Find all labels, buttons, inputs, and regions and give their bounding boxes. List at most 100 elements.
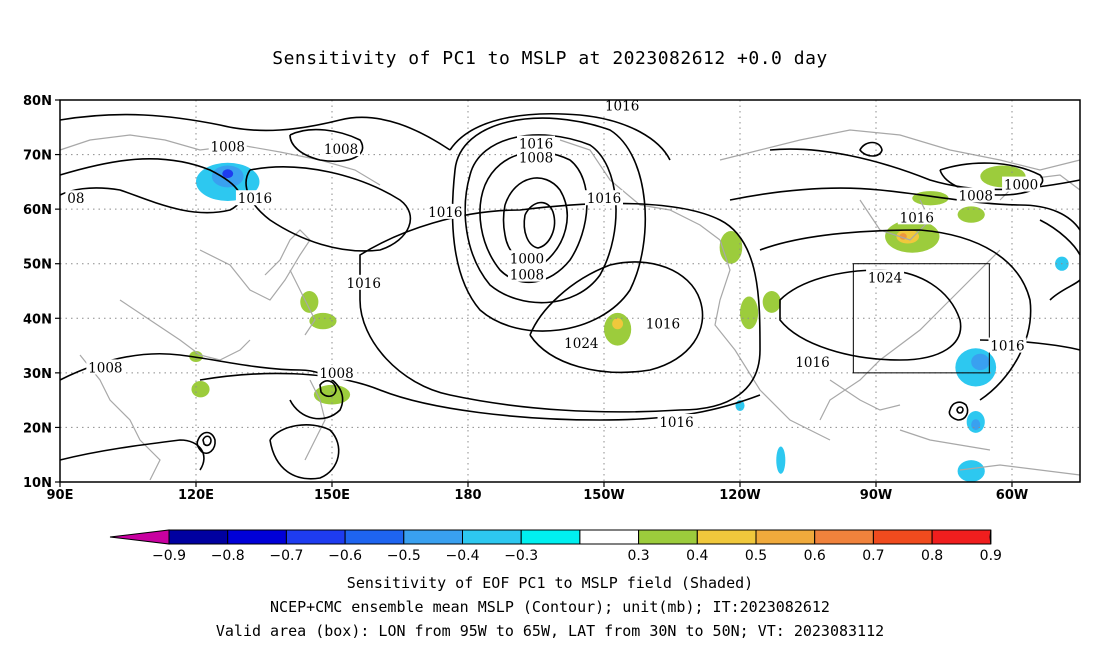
shaded-patch bbox=[896, 229, 920, 244]
shaded-patch bbox=[309, 312, 337, 330]
colorbar-label: 0.7 bbox=[862, 548, 884, 564]
lat-tick-label: 60N bbox=[23, 203, 52, 218]
longitude-ticks: 90E 120E 150E 180 150W 120W 90W 60W bbox=[47, 482, 1028, 503]
lat-tick-label: 40N bbox=[23, 312, 52, 327]
contour-label: 1000 bbox=[1004, 178, 1038, 194]
lon-tick-label: 120E bbox=[178, 488, 214, 503]
contour-label-bg bbox=[344, 274, 383, 290]
shaded-patch bbox=[957, 460, 985, 483]
contour-east-europe bbox=[1039, 219, 1081, 256]
colorbar-label: −0.7 bbox=[269, 548, 303, 564]
coastline-na-west bbox=[714, 239, 831, 441]
contour-baffin bbox=[859, 141, 883, 157]
contour-label-bg bbox=[866, 269, 905, 285]
caption-line-2: NCEP+CMC ensemble mean MSLP (Contour); u… bbox=[270, 598, 830, 616]
contour-1000-low bbox=[502, 177, 568, 265]
contour-label-bg bbox=[507, 250, 546, 266]
colorbar-label: 0.3 bbox=[627, 548, 649, 564]
colorbar-cell bbox=[344, 529, 405, 545]
lon-tick-label: 90W bbox=[860, 488, 892, 503]
contour-label-bg bbox=[65, 190, 87, 206]
colorbar-cell bbox=[638, 529, 698, 545]
contour-label-bg bbox=[603, 97, 642, 113]
contour-label: 1008 bbox=[519, 150, 553, 166]
contour-label: 1000 bbox=[510, 251, 544, 267]
colorbar-cell bbox=[579, 529, 640, 545]
contour-label: 1008 bbox=[211, 139, 245, 155]
lat-tick-label: 70N bbox=[23, 149, 52, 164]
colorbar-cell bbox=[755, 529, 816, 545]
colorbar-cell bbox=[814, 529, 874, 545]
contour-hurricane-eye bbox=[956, 406, 964, 414]
shaded-sensitivity-layer bbox=[189, 162, 1069, 483]
contour-label: 1016 bbox=[519, 137, 553, 153]
contour-label-bg bbox=[643, 315, 682, 331]
colorbar-cell bbox=[403, 529, 463, 545]
contour-label-bg bbox=[517, 149, 555, 165]
colorbar-label: 0.6 bbox=[804, 548, 826, 564]
contour-aleutian-ring-1 bbox=[464, 134, 617, 304]
shaded-patch bbox=[300, 291, 319, 313]
colorbar-label: −0.4 bbox=[446, 548, 480, 564]
contour-label: 1016 bbox=[795, 355, 829, 371]
coastline-philippines bbox=[304, 379, 326, 461]
coastline-asia-east bbox=[199, 229, 311, 301]
contour-1008-okhotsk bbox=[289, 128, 364, 163]
coastline-caribbean bbox=[899, 429, 991, 451]
contour-label-bg bbox=[1002, 176, 1041, 192]
contour-1016-atlantic bbox=[759, 229, 1032, 401]
contour-label: 1016 bbox=[900, 210, 934, 226]
colorbar-cell bbox=[520, 529, 581, 545]
shaded-patch bbox=[776, 446, 786, 474]
lat-tick-label: 80N bbox=[23, 94, 52, 109]
shaded-patch bbox=[612, 318, 624, 330]
coastline-south-america bbox=[959, 464, 1081, 476]
valid-area-box bbox=[852, 263, 990, 374]
colorbar-label: −0.9 bbox=[152, 548, 186, 564]
contour-label-bg bbox=[322, 141, 361, 157]
contour-aleutian-ring-2 bbox=[451, 117, 647, 332]
page-title: Sensitivity of PC1 to MSLP at 2023082612… bbox=[272, 48, 828, 69]
contour-label: 1016 bbox=[659, 415, 693, 431]
contour-label: 08 bbox=[67, 191, 84, 207]
colorbar-cell bbox=[696, 529, 757, 545]
contour-label-bg bbox=[562, 334, 601, 350]
contour-label-bg bbox=[793, 353, 832, 369]
contour-aleutian-inner-1 bbox=[523, 201, 556, 249]
contour-label: 1016 bbox=[646, 317, 680, 333]
contour-label-bg bbox=[208, 138, 247, 154]
contour-1008-typhoon bbox=[269, 424, 340, 480]
contour-1016-pacific-high bbox=[359, 202, 761, 413]
contour-1024-pacific-high bbox=[529, 261, 704, 374]
coastline-japan bbox=[289, 269, 316, 336]
contour-1016-aleutian bbox=[449, 112, 671, 161]
contour-1008-tropics bbox=[59, 439, 205, 471]
caption-line-1: Sensitivity of EOF PC1 to MSLP field (Sh… bbox=[346, 574, 754, 592]
contour-label-bg bbox=[426, 203, 465, 219]
shaded-patch bbox=[222, 169, 234, 179]
coastline-alaska bbox=[559, 139, 721, 241]
lon-tick-label: 60W bbox=[996, 488, 1028, 503]
colorbar-cell bbox=[931, 529, 992, 545]
contour-label: 1008 bbox=[88, 360, 122, 376]
contour-label: 1016 bbox=[990, 339, 1024, 355]
contour-label: 1016 bbox=[347, 276, 381, 292]
lon-tick-label: 150E bbox=[314, 488, 350, 503]
map-frame bbox=[59, 99, 1081, 483]
colorbar: −0.9 −0.8 −0.7 −0.6 −0.5 −0.4 −0.3 0.3 0.4 0.5 0.6… bbox=[109, 529, 1002, 564]
lon-tick-label: 120W bbox=[719, 488, 760, 503]
contour-hurricane-ring bbox=[948, 401, 969, 421]
contour-1016-north-america bbox=[729, 187, 1081, 231]
contour-1008-equatorial bbox=[59, 352, 344, 420]
contour-label: 1008 bbox=[319, 366, 353, 382]
contour-label: 1016 bbox=[605, 98, 639, 114]
contour-label-bg bbox=[317, 364, 356, 380]
lat-tick-label: 20N bbox=[23, 421, 52, 436]
contour-label: 1008 bbox=[510, 268, 544, 284]
map-background bbox=[60, 100, 1080, 482]
contour-label-bg bbox=[235, 190, 274, 206]
lat-tick-label: 30N bbox=[23, 367, 52, 382]
colorbar-cell bbox=[462, 529, 522, 545]
colorbar-label: −0.8 bbox=[211, 548, 245, 564]
